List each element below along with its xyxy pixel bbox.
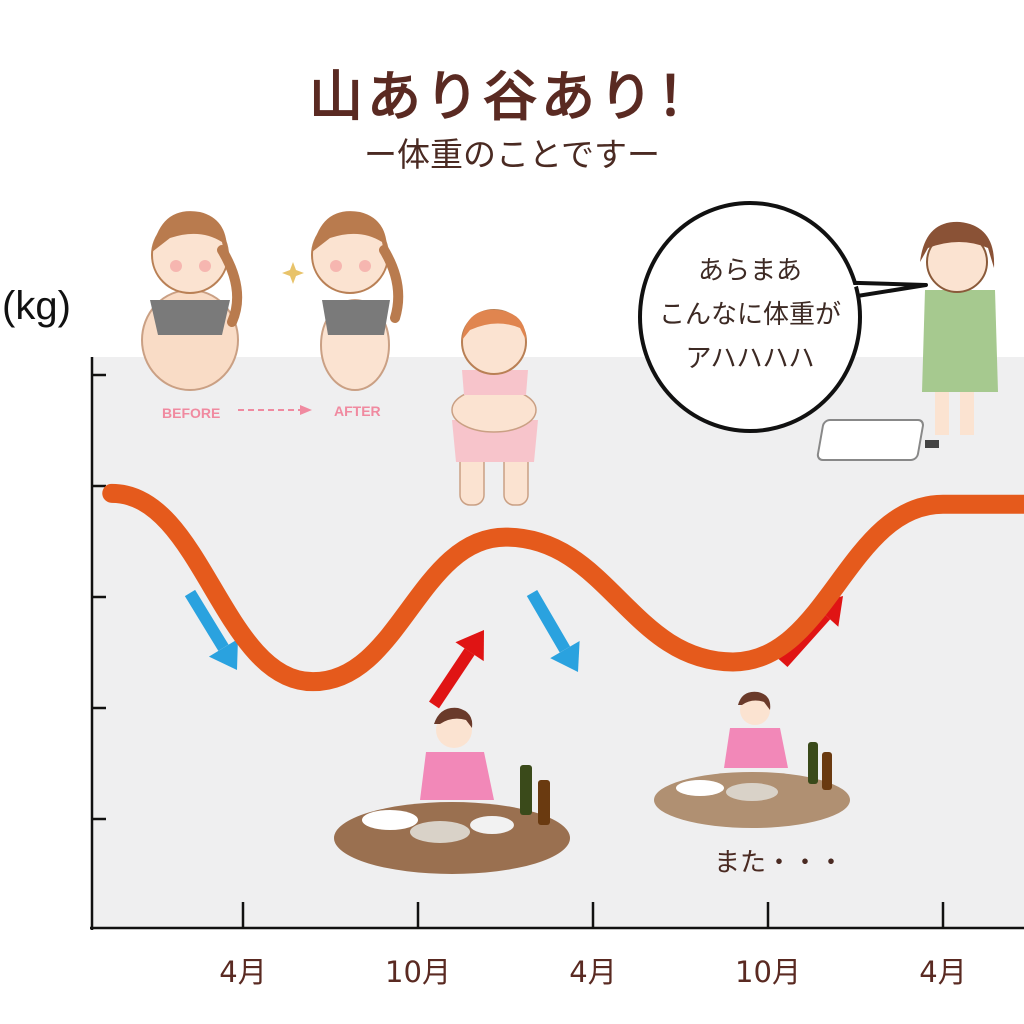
scale-woman-illustration xyxy=(816,221,998,461)
page-subtitle: ー体重のことですー xyxy=(363,135,660,174)
x-ticks: 4月 10月 4月 10月 4月 xyxy=(219,902,967,989)
before-woman-illustration xyxy=(141,211,243,391)
speech-bubble-line-2: こんなに体重が xyxy=(658,300,841,330)
after-label: AFTER xyxy=(334,403,381,419)
speech-bubble xyxy=(638,201,928,433)
y-axis-label: (kg) xyxy=(2,284,71,328)
down-arrow xyxy=(184,589,238,670)
speech-bubble-line-3: アハハハハ xyxy=(685,344,815,374)
weight-curve xyxy=(102,483,1024,692)
up-arrow xyxy=(429,630,484,709)
dining-table-illustration-2 xyxy=(654,691,850,828)
page-title: 山あり谷あり！ xyxy=(309,65,715,128)
x-tick-label: 4月 xyxy=(569,955,616,989)
x-tick-label: 10月 xyxy=(385,955,451,989)
x-tick-label: 4月 xyxy=(219,955,266,989)
y-ticks xyxy=(92,373,106,821)
dining-table-illustration-1 xyxy=(334,707,570,874)
pinching-belly-woman-illustration xyxy=(451,309,538,506)
down-arrow xyxy=(526,589,580,672)
x-tick-label: 10月 xyxy=(735,955,801,989)
again-note: また・・・ xyxy=(714,848,845,878)
before-label: BEFORE xyxy=(162,405,220,421)
after-woman-illustration xyxy=(282,211,404,391)
before-after-arrow xyxy=(238,405,312,415)
speech-bubble-line-1: あらまあ xyxy=(697,256,802,286)
x-tick-label: 4月 xyxy=(919,955,966,989)
